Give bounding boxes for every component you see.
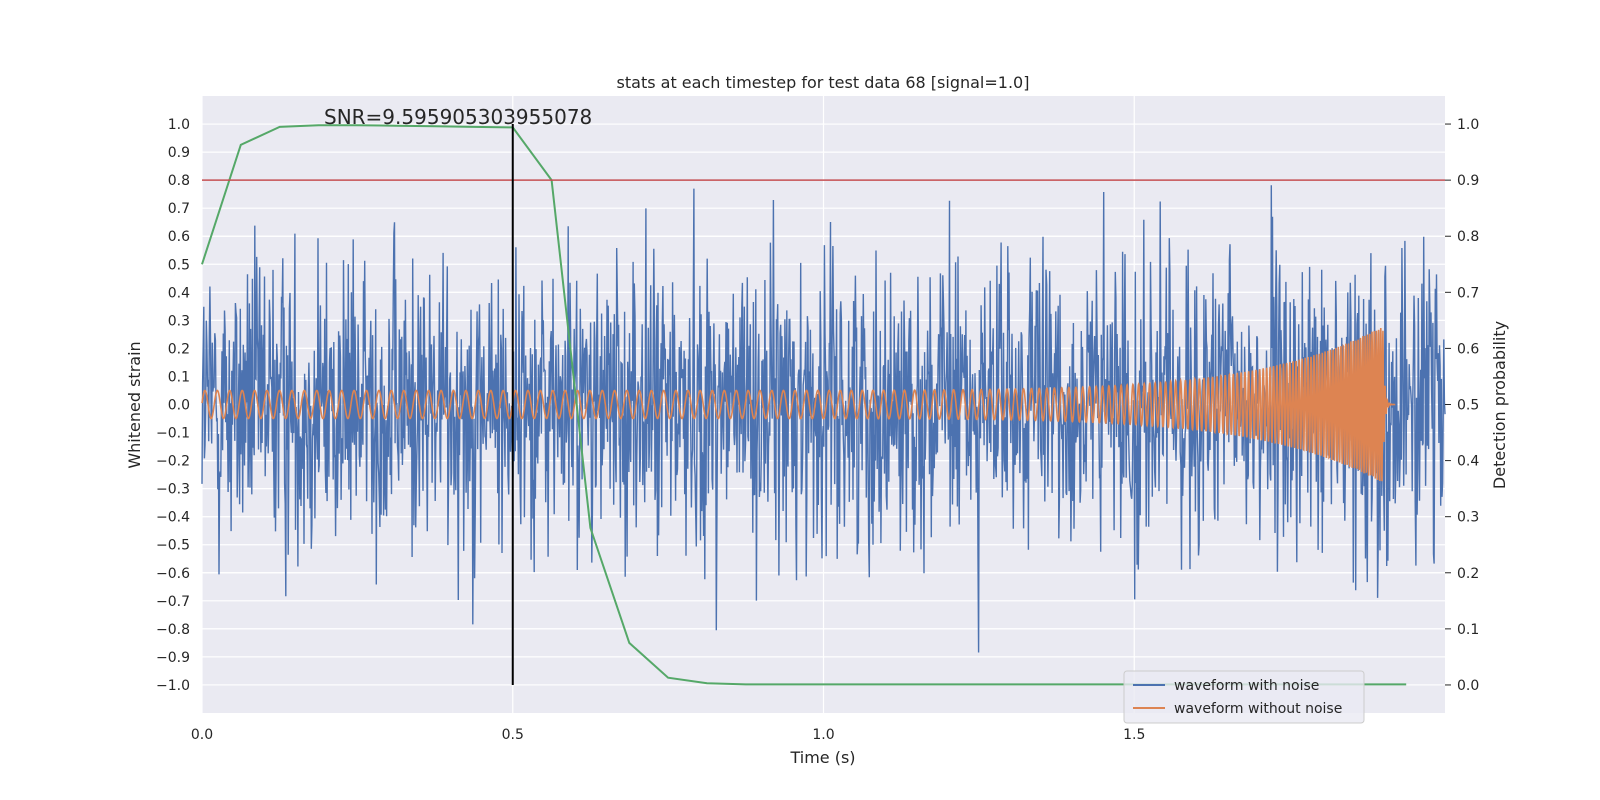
legend-label-noisy: waveform with noise [1174, 678, 1319, 694]
x-tick-label: 0.0 [191, 727, 213, 743]
y2-tick-label: 0.1 [1457, 622, 1479, 638]
y-tick-label: 0.2 [168, 341, 190, 357]
y-tick-label: −0.2 [156, 454, 190, 470]
y-tick-label: 0.3 [168, 313, 190, 329]
y-tick-label: −0.4 [156, 510, 190, 526]
y2-tick-label: 0.8 [1457, 229, 1479, 245]
y2-tick-label: 0.2 [1457, 566, 1479, 582]
y-tick-label: −1.0 [156, 678, 190, 694]
y-ticks: 1.0 0.9 0.8 0.7 0.6 0.5 0.4 0.3 0.2 0.1 0.0 −0.1 −0.… [156, 117, 190, 694]
x-tick-label: 0.5 [502, 727, 524, 743]
y2-ticks: 1.0 0.9 0.8 0.7 0.6 0.5 0.4 0.3 0.2 0.1 0.0 [1445, 117, 1479, 694]
y2-axis-label: Detection probability [1490, 321, 1509, 489]
y-tick-label: 1.0 [168, 117, 190, 133]
y-tick-label: 0.0 [168, 398, 190, 414]
y2-tick-label: 0.0 [1457, 678, 1479, 694]
x-tick-label: 1.5 [1123, 727, 1145, 743]
y-tick-label: 0.8 [168, 173, 190, 189]
y2-tick-label: 0.4 [1457, 454, 1479, 470]
y2-tick-label: 0.5 [1457, 398, 1479, 414]
y2-tick-label: 0.7 [1457, 285, 1479, 301]
x-axis-label: Time (s) [789, 748, 855, 767]
snr-annotation: SNR=9.595905303955078 [324, 105, 592, 129]
y2-tick-label: 0.6 [1457, 341, 1479, 357]
y-tick-label: −0.5 [156, 538, 190, 554]
y2-tick-label: 1.0 [1457, 117, 1479, 133]
reference-lines [202, 124, 1445, 685]
x-ticks: 0.0 0.5 1.0 1.5 [191, 727, 1146, 743]
legend-box [1123, 670, 1365, 724]
y-axis-label: Whitened strain [125, 341, 144, 468]
y-tick-label: 0.1 [168, 369, 190, 385]
y2-tick-label: 0.9 [1457, 173, 1479, 189]
y-tick-label: −0.7 [156, 594, 190, 610]
y-tick-label: −0.8 [156, 622, 190, 638]
y2-tick-label: 0.3 [1457, 510, 1479, 526]
y-tick-label: −0.1 [156, 426, 190, 442]
y-tick-label: 0.6 [168, 229, 190, 245]
y-tick-label: −0.3 [156, 482, 190, 498]
y-tick-label: −0.6 [156, 566, 190, 582]
legend: waveform with noise waveform without noi… [1123, 670, 1365, 724]
legend-label-clean: waveform without noise [1174, 701, 1342, 717]
y-tick-label: 0.9 [168, 145, 190, 161]
y-tick-label: 0.4 [168, 285, 190, 301]
chart-title: stats at each timestep for test data 68 … [617, 73, 1030, 92]
series-waveform-without-noise [201, 327, 1396, 482]
x-tick-label: 1.0 [812, 727, 834, 743]
y-tick-label: 0.5 [168, 257, 190, 273]
y-tick-label: −0.9 [156, 650, 190, 666]
y-tick-label: 0.7 [168, 201, 190, 217]
